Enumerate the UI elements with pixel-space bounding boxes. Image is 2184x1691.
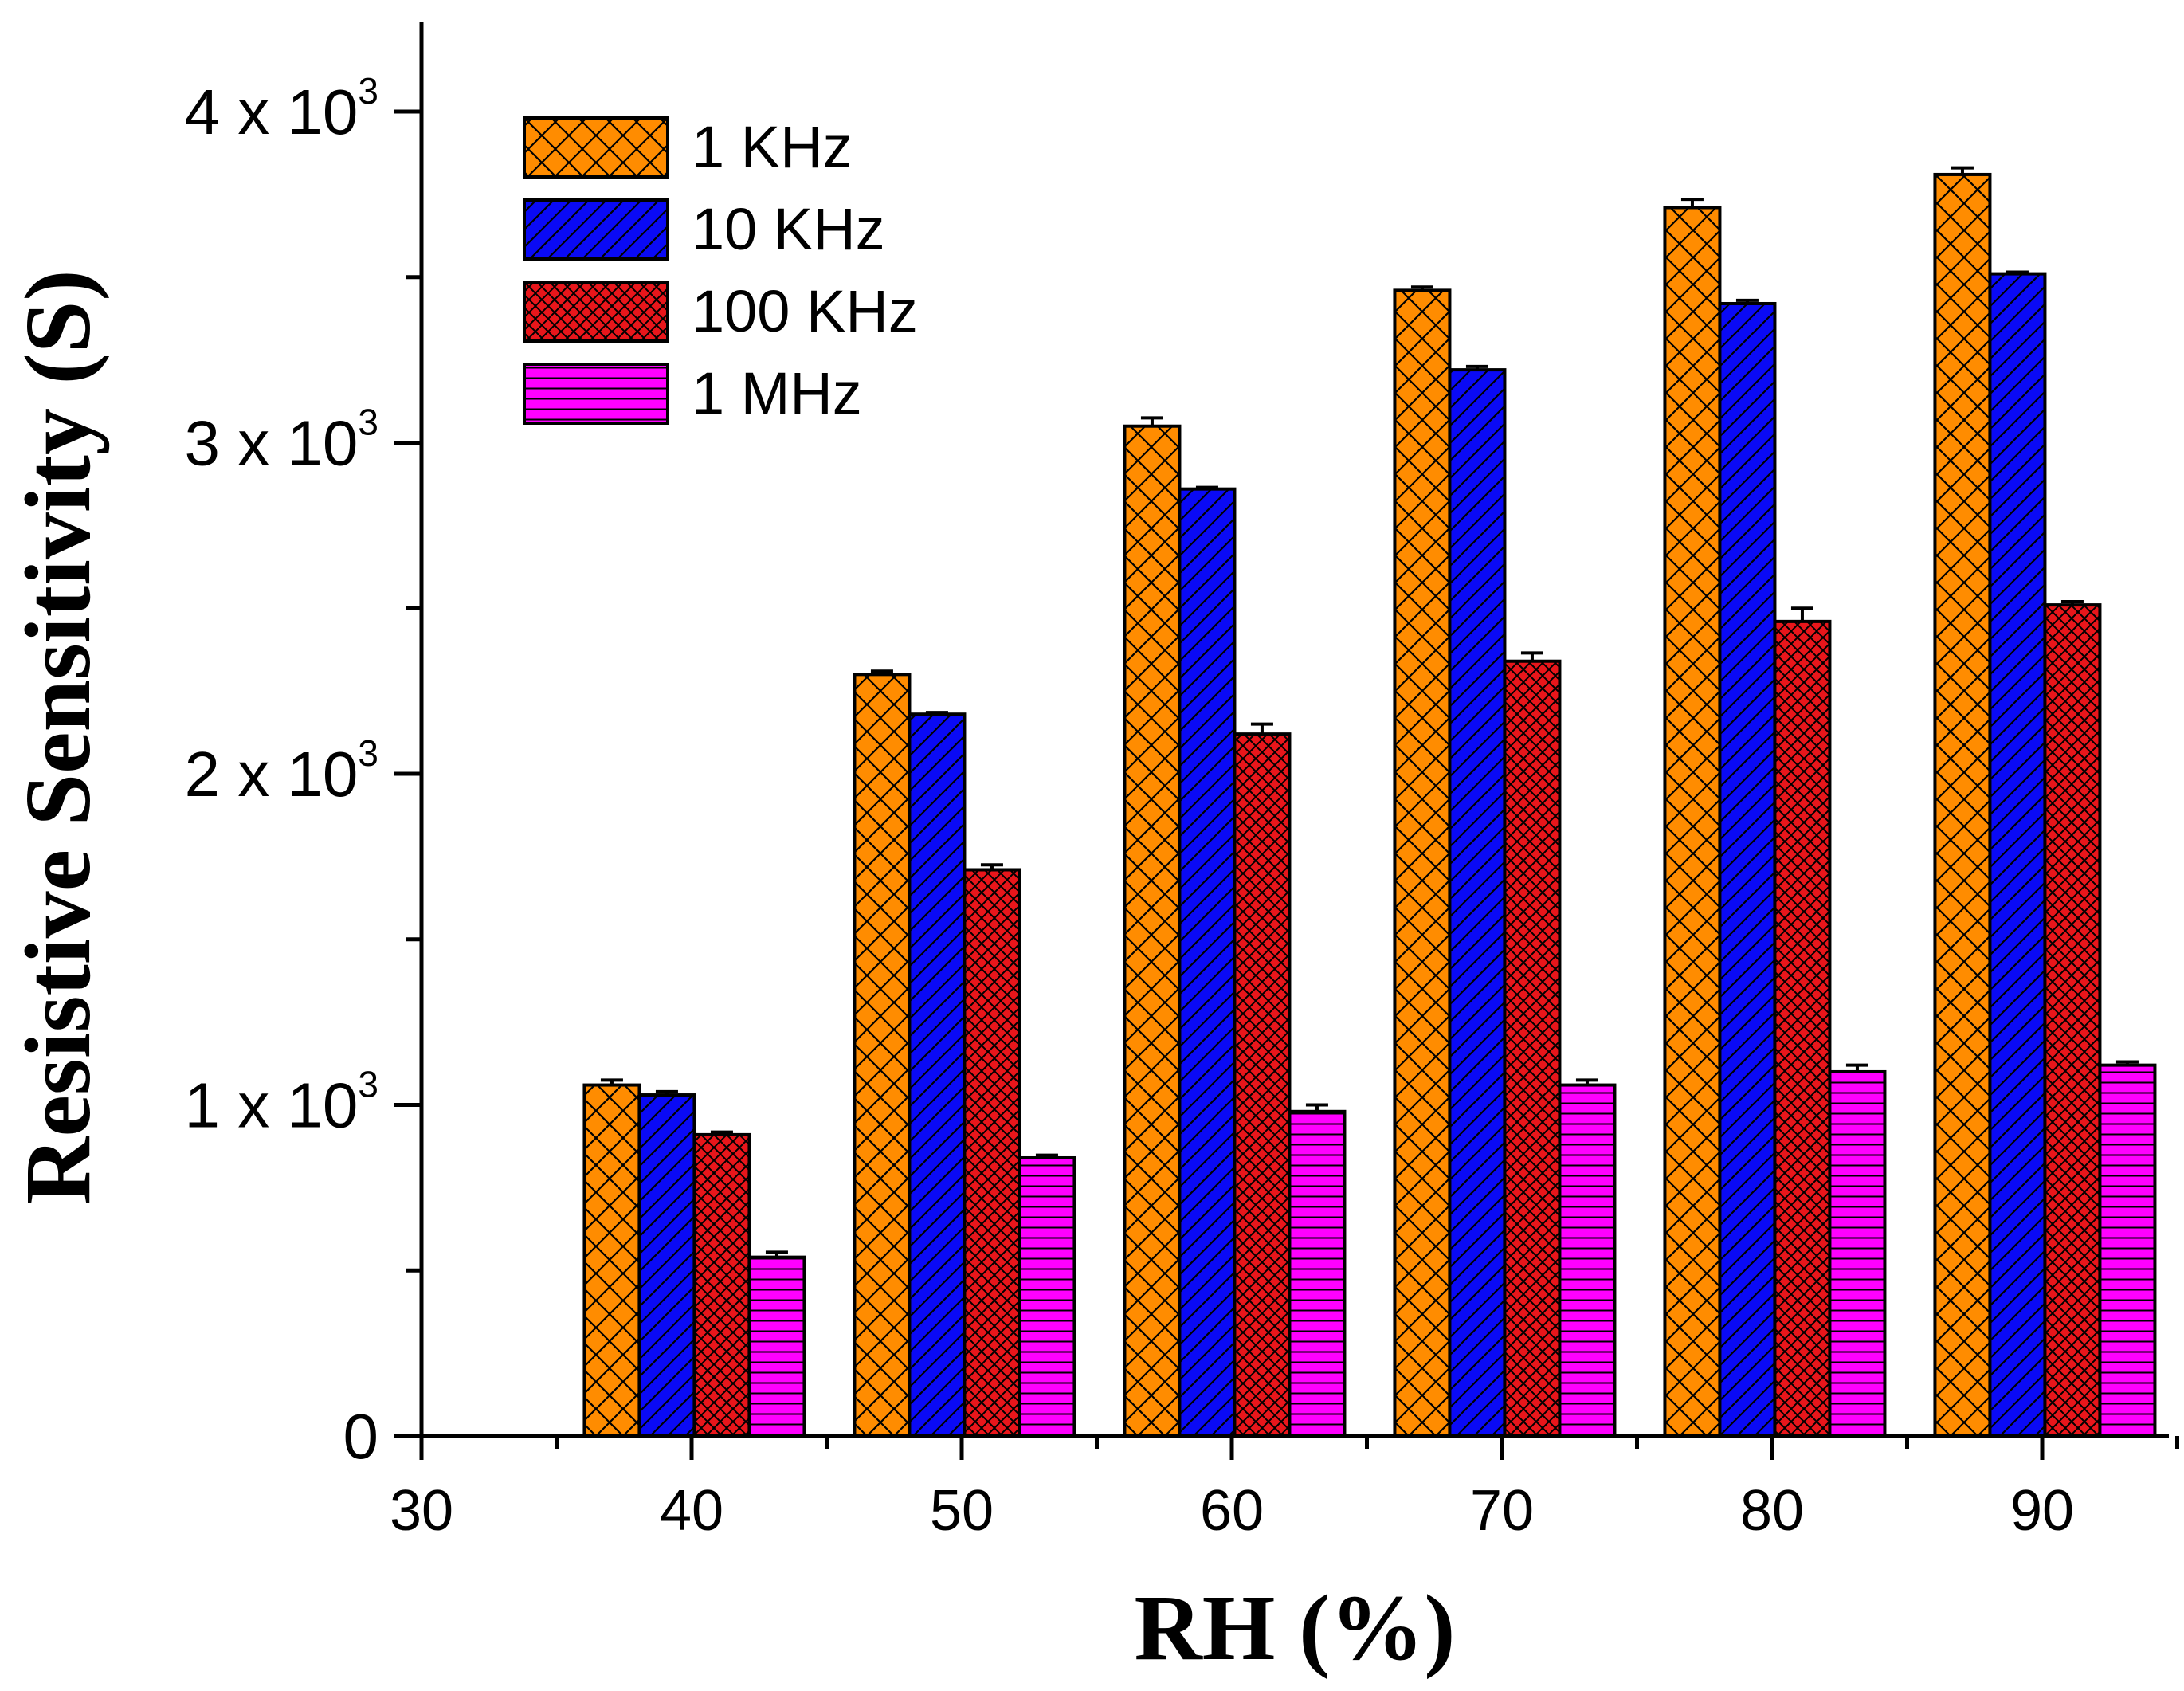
- bar-100-khz-rh-90: [2043, 603, 2102, 1438]
- y-tick-label-1000: 1 x 103: [184, 1064, 378, 1141]
- bars-layer: [582, 172, 2157, 1438]
- x-ticks: 30 40 50 60 70 80 90: [390, 1436, 2179, 1543]
- bar-10-khz-rh-40: [637, 1093, 696, 1438]
- error-bar-10-khz-rh-70: [1465, 364, 1488, 371]
- x-tick-label-40: 40: [660, 1479, 723, 1543]
- error-bar-1-khz-rh-40: [600, 1078, 623, 1085]
- error-bar-1-khz-rh-80: [1680, 198, 1704, 208]
- error-bar-1-mhz-rh-40: [765, 1250, 788, 1257]
- bar-10-khz-rh-90: [1988, 272, 2047, 1438]
- x-axis-title: RH (%): [1134, 1575, 1455, 1680]
- error-bar-1-mhz-rh-50: [1035, 1153, 1058, 1158]
- error-bar-10-khz-rh-50: [925, 711, 948, 715]
- error-bar-1-mhz-rh-90: [2115, 1060, 2139, 1065]
- legend-label-10-khz: 10 KHz: [692, 196, 885, 262]
- error-bar-100-khz-rh-40: [710, 1130, 733, 1135]
- error-bar-10-khz-rh-90: [2006, 270, 2029, 274]
- bar-1-khz-rh-40: [582, 1083, 641, 1438]
- legend-swatch-10-khz: [523, 198, 669, 261]
- x-tick-label-50: 50: [930, 1479, 994, 1543]
- x-tick-label-70: 70: [1470, 1479, 1534, 1543]
- bar-100-khz-rh-40: [692, 1132, 751, 1438]
- legend-swatch-1-mhz: [523, 363, 669, 425]
- error-bar-1-khz-rh-60: [1140, 416, 1163, 426]
- legend-label-100-khz: 100 KHz: [692, 278, 918, 344]
- bar-1-khz-rh-90: [1933, 172, 1992, 1438]
- error-bar-1-khz-rh-90: [1951, 166, 1974, 175]
- error-bar-100-khz-rh-60: [1250, 722, 1273, 735]
- error-bar-1-mhz-rh-70: [1575, 1078, 1598, 1085]
- bar-100-khz-rh-80: [1773, 619, 1832, 1438]
- bar-1-khz-rh-60: [1123, 424, 1182, 1438]
- bar-1-mhz-rh-60: [1288, 1109, 1347, 1438]
- y-tick-label-3000: 3 x 103: [184, 402, 378, 479]
- bar-100-khz-rh-70: [1503, 659, 1562, 1438]
- bar-1-khz-rh-50: [853, 673, 912, 1438]
- y-axis-title: Resistive Sensitivity (S): [6, 269, 110, 1204]
- bar-10-khz-rh-80: [1718, 301, 1777, 1438]
- x-tick-label-30: 30: [390, 1479, 453, 1543]
- y-tick-label-2000: 2 x 103: [184, 732, 378, 810]
- legend-swatch-100-khz: [523, 281, 669, 343]
- y-ticks: 0 1 x 103 2 x 103 3 x 103 4 x 103: [184, 70, 422, 1472]
- error-bar-1-mhz-rh-60: [1305, 1103, 1328, 1112]
- bar-10-khz-rh-60: [1178, 487, 1237, 1438]
- error-bar-100-khz-rh-80: [1790, 606, 1813, 622]
- x-tick-label-80: 80: [1740, 1479, 1804, 1543]
- error-bar-100-khz-rh-50: [980, 863, 1003, 870]
- y-tick-label-4000: 4 x 103: [184, 70, 378, 147]
- error-bar-10-khz-rh-80: [1735, 298, 1759, 304]
- error-bars-layer: [600, 166, 2139, 1257]
- bar-1-mhz-rh-90: [2098, 1063, 2157, 1438]
- error-bar-1-mhz-rh-80: [1845, 1063, 1868, 1072]
- bar-1-mhz-rh-40: [747, 1255, 806, 1438]
- error-bar-100-khz-rh-90: [2060, 599, 2084, 606]
- bar-10-khz-rh-50: [908, 712, 967, 1438]
- error-bar-1-khz-rh-50: [870, 669, 893, 675]
- x-tick-label-60: 60: [1200, 1479, 1264, 1543]
- bar-100-khz-rh-60: [1233, 732, 1292, 1438]
- error-bar-10-khz-rh-60: [1195, 485, 1218, 489]
- legend: 1 KHz 10 KHz 100 KHz 1 MHz: [523, 114, 918, 426]
- error-bar-10-khz-rh-40: [655, 1089, 678, 1096]
- bar-1-khz-rh-70: [1393, 288, 1452, 1438]
- bar-10-khz-rh-70: [1448, 368, 1507, 1438]
- bar-1-mhz-rh-50: [1018, 1155, 1076, 1438]
- bar-100-khz-rh-50: [963, 868, 1021, 1438]
- legend-label-1-mhz: 1 MHz: [692, 360, 862, 426]
- x-tick-label-90: 90: [2010, 1479, 2074, 1543]
- y-tick-label-0: 0: [343, 1401, 379, 1472]
- error-bar-1-khz-rh-70: [1410, 285, 1433, 291]
- bar-1-mhz-rh-70: [1558, 1083, 1617, 1438]
- error-bar-100-khz-rh-70: [1520, 651, 1543, 661]
- legend-label-1-khz: 1 KHz: [692, 114, 853, 180]
- bar-1-mhz-rh-80: [1828, 1069, 1887, 1438]
- axes: [394, 22, 2169, 1438]
- legend-swatch-1-khz: [523, 116, 669, 179]
- bar-1-khz-rh-80: [1663, 206, 1722, 1438]
